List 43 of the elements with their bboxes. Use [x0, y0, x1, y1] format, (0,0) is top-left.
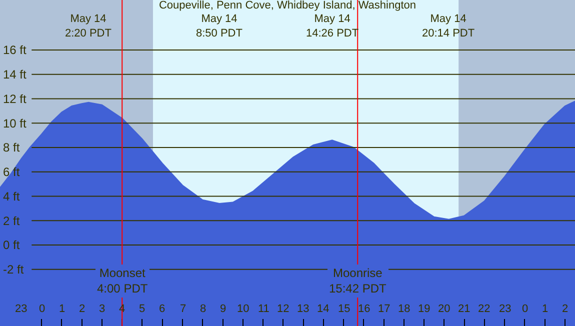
y-tick-label: 4 ft [3, 189, 20, 204]
annotation: May 14 2:20 PDT [65, 13, 112, 40]
y-tick-label: 8 ft [3, 140, 20, 155]
x-tick-label: 5 [139, 303, 146, 315]
y-tick-label: -2 ft [3, 262, 24, 277]
ref-line-label: Moonrise 15:42 PDT [329, 266, 388, 296]
x-tick-label: 19 [418, 303, 430, 315]
x-tick-label: 8 [200, 303, 206, 315]
y-tick-label: 16 ft [3, 43, 28, 58]
x-tick-label: 9 [220, 303, 226, 315]
x-tick-label: 22 [478, 303, 490, 315]
y-tick-label: 10 ft [3, 116, 28, 130]
y-tick-label: 2 ft [3, 214, 20, 228]
x-tick-label: 12 [277, 303, 290, 315]
x-tick-label: 11 [258, 303, 270, 315]
y-tick-label: 12 ft [3, 92, 28, 106]
x-tick-label: 1 [59, 303, 66, 315]
x-tick-label: 0 [522, 303, 528, 315]
x-tick-label: 7 [180, 303, 186, 315]
x-tick-label: 2 [79, 303, 86, 315]
x-tick-label: 18 [398, 303, 410, 315]
x-tick-label: 0 [39, 303, 46, 315]
x-tick-label: 15 [338, 303, 350, 315]
x-tick-label: 23 [15, 303, 28, 315]
x-tick-label: 6 [159, 303, 166, 315]
x-tick-label: 2 [562, 303, 568, 315]
ref-line-label: Moonset 4:00 PDT [97, 266, 148, 296]
x-tick-label: 21 [458, 303, 470, 315]
x-tick-label: 17 [378, 303, 390, 315]
x-tick-label: 1 [542, 303, 548, 315]
x-tick-label: 14 [317, 303, 330, 315]
x-tick-label: 20 [438, 303, 450, 315]
y-tick-label: 6 ft [3, 165, 20, 180]
chart-title: Coupeville, Penn Cove, Whidbey Island, Washington [158, 0, 416, 12]
y-tick-label: 14 ft [3, 68, 28, 82]
x-tick-label: 23 [499, 303, 512, 315]
x-tick-label: 13 [297, 303, 310, 315]
y-tick-label: 0 ft [3, 238, 20, 252]
x-tick-label: 10 [237, 303, 250, 315]
x-tick-label: 3 [99, 303, 106, 315]
annotation: May 14 8:50 PDT [196, 13, 243, 40]
x-tick-label: 16 [358, 303, 370, 315]
annotation: May 14 20:14 PDT [422, 13, 475, 40]
